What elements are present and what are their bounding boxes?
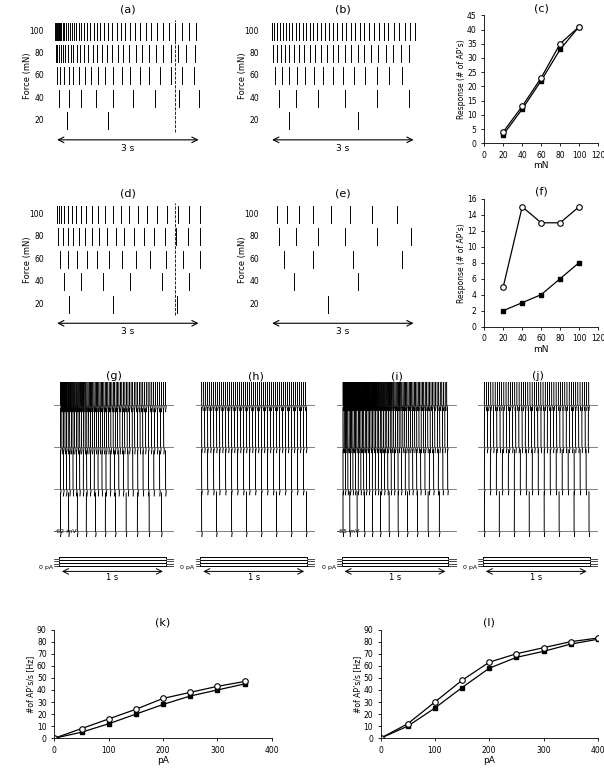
Text: 20: 20: [34, 300, 44, 308]
Text: 80: 80: [34, 49, 44, 58]
Text: Force (mN): Force (mN): [24, 52, 33, 99]
Text: 20: 20: [249, 116, 259, 125]
X-axis label: pA: pA: [157, 756, 169, 765]
Text: 3 s: 3 s: [121, 144, 135, 153]
Text: 0 pA: 0 pA: [39, 565, 53, 571]
Text: -65 mV: -65 mV: [337, 529, 359, 534]
Title: (g): (g): [106, 371, 122, 381]
Title: (k): (k): [155, 618, 171, 628]
Title: (e): (e): [335, 188, 351, 198]
Y-axis label: Response (# of AP’s): Response (# of AP’s): [457, 39, 466, 119]
X-axis label: mN: mN: [533, 345, 549, 354]
Y-axis label: Response (# of AP’s): Response (# of AP’s): [457, 223, 466, 302]
Text: 3 s: 3 s: [336, 328, 350, 336]
Text: 100: 100: [245, 27, 259, 35]
Text: 60: 60: [34, 72, 44, 81]
Text: 20: 20: [249, 300, 259, 308]
Text: 60: 60: [249, 72, 259, 81]
Title: (i): (i): [391, 371, 403, 381]
Text: 100: 100: [30, 27, 44, 35]
Title: (f): (f): [535, 187, 547, 197]
Title: (b): (b): [335, 5, 351, 15]
Title: (l): (l): [483, 618, 495, 628]
Text: 1 s: 1 s: [389, 573, 401, 581]
Title: (d): (d): [120, 188, 136, 198]
Text: 1 s: 1 s: [106, 573, 118, 581]
Text: 80: 80: [249, 49, 259, 58]
Text: 80: 80: [249, 232, 259, 241]
Text: 3 s: 3 s: [336, 144, 350, 153]
X-axis label: pA: pA: [483, 756, 495, 765]
Text: 1 s: 1 s: [530, 573, 542, 581]
Text: 100: 100: [30, 210, 44, 219]
Text: 40: 40: [34, 278, 44, 286]
Text: 3 s: 3 s: [121, 328, 135, 336]
Text: 40: 40: [249, 94, 259, 103]
X-axis label: mN: mN: [533, 161, 549, 170]
Text: 0 pA: 0 pA: [463, 565, 477, 571]
Text: 0 pA: 0 pA: [181, 565, 194, 571]
Text: Force (mN): Force (mN): [239, 52, 248, 99]
Text: 40: 40: [249, 278, 259, 286]
Text: 0 pA: 0 pA: [321, 565, 336, 571]
Text: 100: 100: [245, 210, 259, 219]
Text: 1 s: 1 s: [248, 573, 260, 581]
Text: 20: 20: [34, 116, 44, 125]
Y-axis label: #of AP’s/s [Hz]: #of AP’s/s [Hz]: [353, 655, 362, 713]
Y-axis label: #of AP’s/s [Hz]: #of AP’s/s [Hz]: [27, 655, 36, 713]
Title: (c): (c): [534, 3, 548, 13]
Text: Force (mN): Force (mN): [24, 236, 33, 283]
Title: (j): (j): [532, 371, 544, 381]
Text: 80: 80: [34, 232, 44, 241]
Text: 60: 60: [249, 255, 259, 264]
Text: 60: 60: [34, 255, 44, 264]
Text: 40: 40: [34, 94, 44, 103]
Text: -62 mV: -62 mV: [54, 529, 77, 534]
Title: (a): (a): [120, 5, 136, 15]
Text: Force (mN): Force (mN): [239, 236, 248, 283]
Title: (h): (h): [248, 371, 263, 381]
